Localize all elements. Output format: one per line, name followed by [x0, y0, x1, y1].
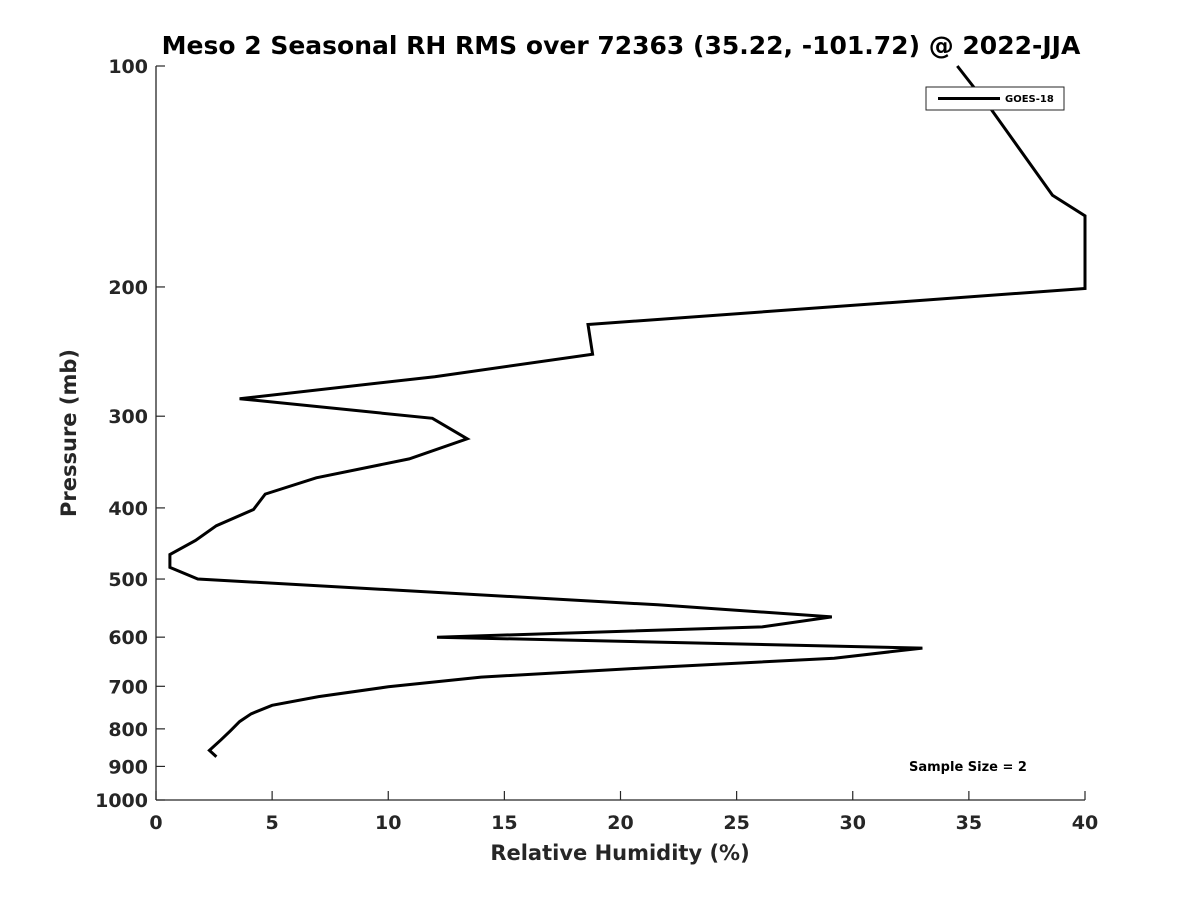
x-tick-label: 40 — [1072, 812, 1098, 834]
y-tick-label: 1000 — [95, 790, 148, 812]
x-axis-label: Relative Humidity (%) — [490, 841, 749, 865]
legend-label-goes-18: GOES-18 — [1005, 94, 1054, 105]
y-tick-label: 400 — [108, 498, 148, 520]
series-layer — [168, 65, 1087, 758]
x-tick-label: 25 — [723, 812, 749, 834]
chart-title: Meso 2 Seasonal RH RMS over 72363 (35.22… — [162, 31, 1081, 60]
y-ticks: 100 200 300 400 500 600 700 800 900 1000 — [95, 56, 165, 812]
y-tick-label: 200 — [108, 277, 148, 299]
x-tick-label: 15 — [491, 812, 517, 834]
sample-size-annotation: Sample Size = 2 — [909, 760, 1027, 775]
x-tick-label: 30 — [840, 812, 866, 834]
y-tick-label: 900 — [108, 756, 148, 778]
y-tick-label: 500 — [108, 569, 148, 591]
y-tick-label: 100 — [108, 56, 148, 78]
y-tick-label: 700 — [108, 676, 148, 698]
x-tick-label: 0 — [149, 812, 162, 834]
x-tick-label: 5 — [266, 812, 279, 834]
x-tick-label: 10 — [375, 812, 401, 834]
x-ticks: 0 5 10 15 20 25 30 35 40 — [149, 791, 1098, 834]
legend: GOES-18 — [925, 86, 1065, 111]
series-line-goes-18 — [168, 65, 1087, 758]
plot-area: 100 200 300 400 500 600 700 800 900 1000 0 5 10 15 20… — [95, 56, 1098, 834]
y-tick-label: 600 — [108, 627, 148, 649]
x-tick-label: 35 — [956, 812, 982, 834]
y-axis-label: Pressure (mb) — [57, 349, 81, 517]
y-tick-label: 300 — [108, 406, 148, 428]
y-tick-label: 800 — [108, 719, 148, 741]
x-tick-label: 20 — [607, 812, 633, 834]
